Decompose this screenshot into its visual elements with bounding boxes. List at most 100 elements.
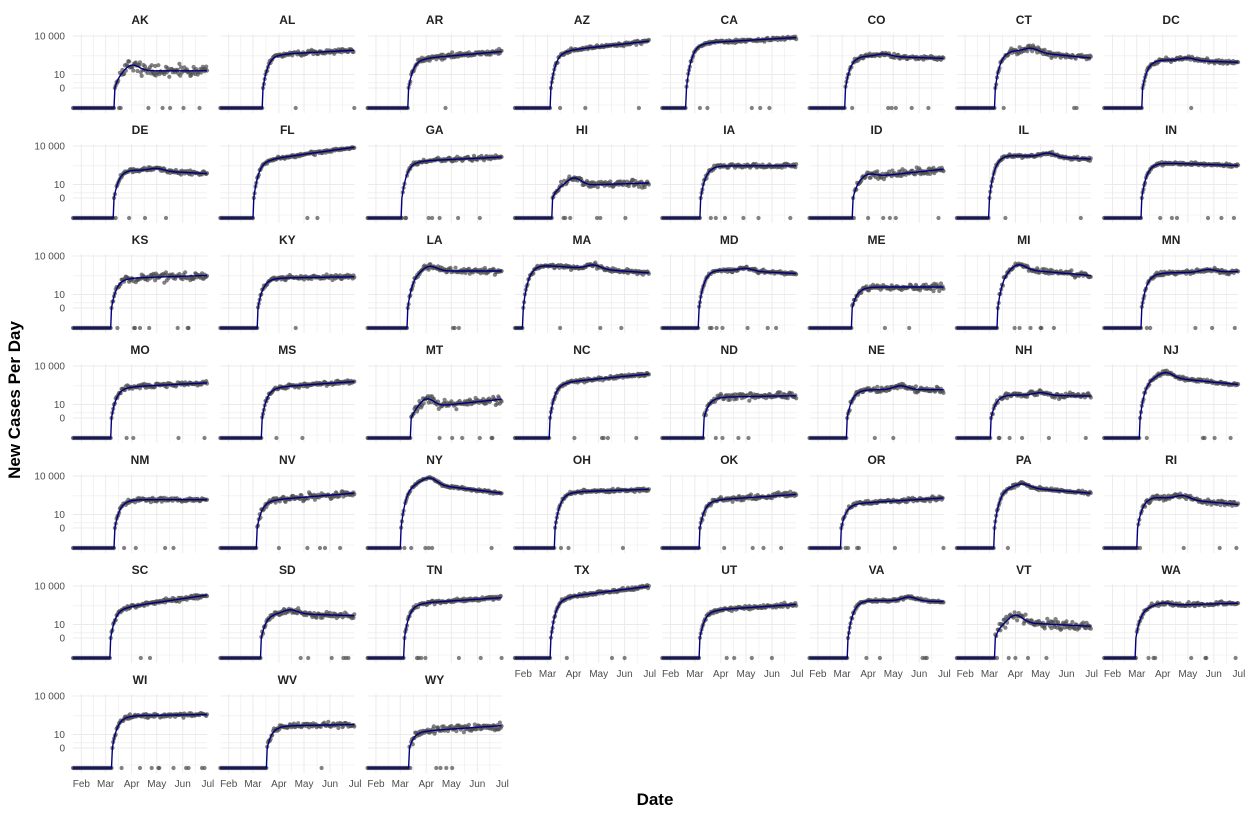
data-point [131, 68, 136, 73]
panel-grid [1104, 254, 1239, 333]
y-tick-label: 0 [59, 304, 65, 315]
data-point [705, 105, 710, 111]
data-point [1078, 215, 1083, 221]
panel-grid [220, 254, 355, 333]
data-point [1003, 215, 1008, 221]
data-point [926, 105, 931, 111]
data-point [1232, 325, 1237, 331]
data-point [156, 63, 161, 68]
data-point [1210, 325, 1215, 331]
panel-title: KY [279, 233, 296, 247]
panel-grid [73, 254, 207, 333]
data-point [460, 435, 465, 441]
data-point [437, 215, 442, 221]
smooth-line [662, 165, 797, 219]
data-point [437, 435, 442, 441]
panel-ma: MA [512, 233, 651, 333]
data-point [1193, 325, 1198, 331]
panel-title: KS [132, 233, 149, 247]
data-point [452, 325, 457, 331]
data-point [1030, 49, 1035, 54]
data-point [197, 105, 202, 111]
data-points [1102, 54, 1241, 111]
data-points [660, 264, 799, 331]
panel-al: AL [218, 13, 357, 113]
panel-grid [809, 34, 944, 113]
data-point [1001, 105, 1006, 111]
data-point [893, 215, 898, 221]
data-point [558, 325, 563, 331]
smooth-line [367, 50, 502, 109]
data-point [160, 105, 165, 111]
data-point [636, 105, 641, 111]
data-point [440, 52, 446, 57]
panel-title: GA [426, 123, 444, 137]
data-point [137, 325, 143, 331]
panel-id: ID [807, 123, 946, 223]
data-point [756, 215, 761, 221]
panel-mn: MN [1102, 233, 1241, 333]
data-points [512, 371, 651, 441]
data-point [477, 215, 482, 221]
panel-mt: MT [365, 343, 504, 443]
data-point [122, 71, 127, 76]
data-point [124, 435, 129, 441]
smooth-line [809, 53, 944, 109]
smooth-line [220, 146, 355, 219]
data-points [365, 153, 504, 221]
data-point [135, 68, 140, 74]
data-point [619, 325, 624, 331]
panel-me: ME [807, 233, 946, 333]
data-point [175, 325, 180, 331]
panel-in: IN [1102, 123, 1241, 223]
data-point [139, 73, 144, 78]
panel-grid [956, 34, 1091, 113]
y-tick-label: 0 [59, 194, 65, 205]
panel-ct: CT [954, 13, 1093, 113]
panel-title: CA [721, 13, 739, 27]
data-point [426, 215, 431, 221]
data-point [1158, 215, 1163, 221]
data-point [177, 61, 182, 66]
data-point [456, 215, 461, 221]
data-point [202, 435, 207, 441]
smooth-line [662, 36, 797, 109]
data-points [660, 34, 799, 111]
data-point [315, 215, 320, 221]
panel-title: MT [426, 343, 444, 357]
data-points [70, 379, 210, 441]
data-point [149, 63, 154, 68]
panel-title: MO [130, 343, 149, 357]
smooth-line [1104, 162, 1239, 219]
panel-grid [1104, 144, 1239, 223]
panel-title: MS [278, 343, 296, 357]
data-point [563, 215, 568, 221]
data-point [767, 105, 772, 111]
panel-title: DC [1162, 13, 1180, 27]
panel-title: IL [1018, 123, 1029, 137]
data-points [954, 43, 1093, 111]
data-point [137, 60, 143, 65]
panel-il: IL [954, 123, 1093, 223]
data-point [147, 325, 152, 331]
data-point [115, 325, 120, 331]
panel-title: MI [1017, 233, 1030, 247]
data-point [1189, 105, 1194, 111]
data-point [443, 105, 448, 111]
data-point [181, 105, 186, 111]
y-tick-label: 10 000 [34, 252, 65, 263]
smooth-line [73, 382, 207, 439]
panel-grid [662, 144, 797, 223]
data-points [1102, 160, 1241, 221]
data-points [807, 281, 946, 331]
data-points [807, 50, 946, 111]
data-point [1169, 215, 1174, 221]
smooth-line [73, 167, 208, 219]
data-point [131, 435, 136, 441]
data-point [882, 325, 887, 331]
panel-dc: DC [1102, 13, 1241, 113]
smooth-line [956, 152, 1091, 219]
data-points [218, 378, 357, 441]
data-points [1102, 265, 1241, 331]
